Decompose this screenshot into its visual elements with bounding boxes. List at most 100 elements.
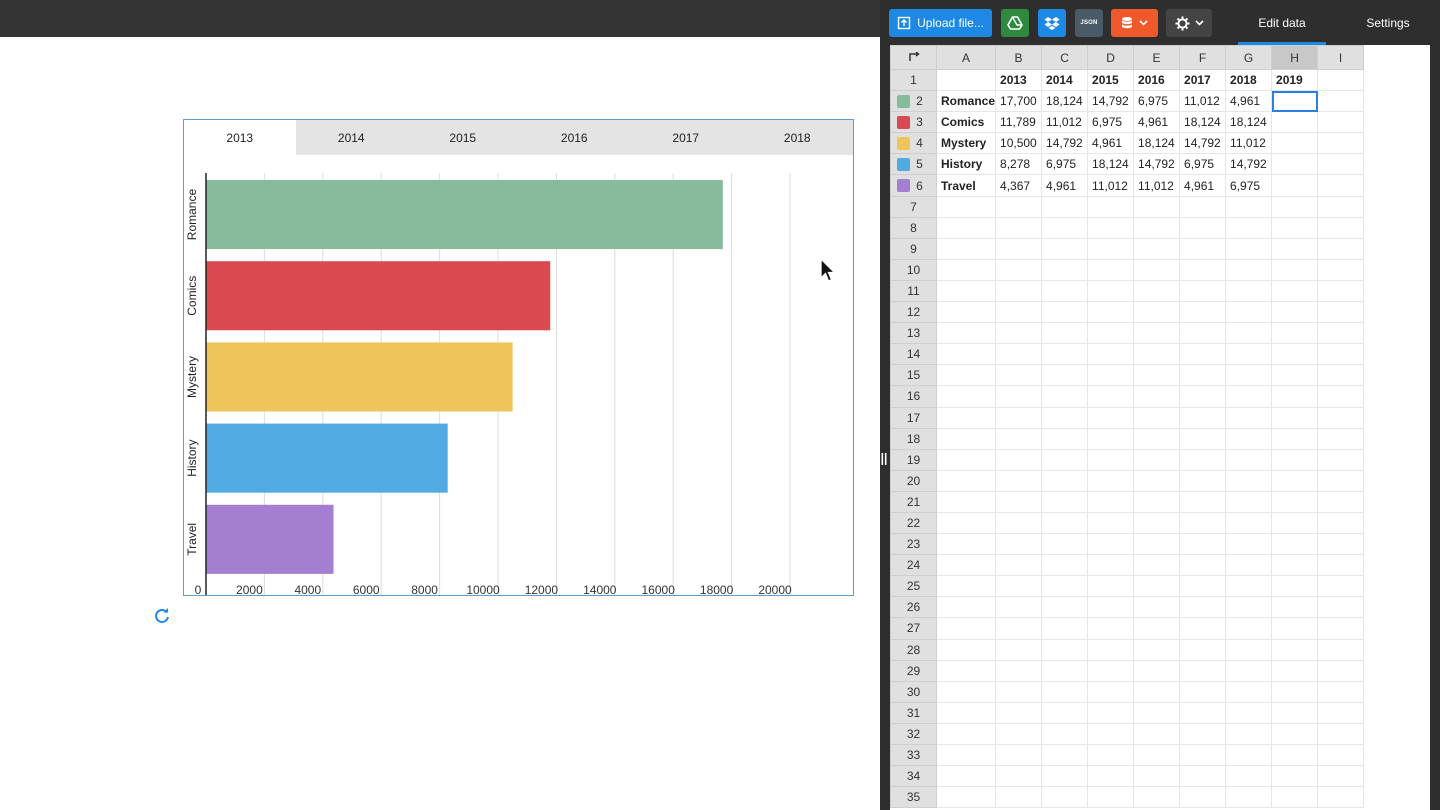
cell[interactable] (935, 743, 997, 767)
cell[interactable] (1087, 722, 1135, 746)
cell[interactable] (1271, 301, 1319, 324)
cell[interactable] (1179, 364, 1227, 387)
cell[interactable] (1133, 469, 1181, 492)
cell[interactable] (1179, 216, 1227, 239)
cell[interactable] (1317, 490, 1365, 513)
cell[interactable] (1317, 554, 1365, 577)
cell[interactable] (1225, 638, 1273, 661)
cell[interactable] (1179, 279, 1227, 303)
cell[interactable] (1225, 385, 1273, 408)
cell[interactable] (1179, 406, 1227, 429)
cell[interactable] (995, 533, 1043, 556)
cell[interactable] (1317, 427, 1365, 450)
cell[interactable] (1133, 406, 1181, 429)
column-header-e[interactable]: E (1133, 45, 1181, 70)
cell[interactable] (1087, 659, 1135, 682)
cell[interactable] (1133, 786, 1181, 809)
cell[interactable] (1087, 322, 1135, 345)
cell[interactable] (1087, 511, 1135, 535)
cell[interactable] (935, 786, 997, 809)
cell[interactable] (995, 237, 1043, 260)
cell[interactable] (995, 722, 1043, 746)
cell[interactable]: 11,012 (1225, 132, 1273, 155)
cell[interactable] (995, 617, 1043, 640)
cell[interactable] (1133, 427, 1181, 450)
cell[interactable] (1041, 596, 1089, 619)
cell[interactable] (1317, 90, 1365, 113)
cell[interactable] (1225, 743, 1273, 767)
cell[interactable] (1133, 195, 1181, 218)
cell[interactable] (1179, 258, 1227, 281)
cell[interactable] (1041, 659, 1089, 682)
cell[interactable] (1133, 533, 1181, 556)
cell[interactable] (935, 680, 997, 703)
tab-year-2013[interactable]: 2013 (184, 120, 296, 155)
cell[interactable] (1041, 743, 1089, 767)
cell[interactable] (1271, 427, 1319, 450)
cell[interactable]: 10,500 (995, 132, 1043, 155)
cell[interactable] (995, 786, 1043, 809)
row-number[interactable]: 1 (890, 68, 937, 92)
cell[interactable] (995, 406, 1043, 429)
cell[interactable]: Comics (935, 111, 997, 134)
cell[interactable] (1041, 680, 1089, 703)
cell[interactable] (1225, 448, 1273, 471)
cell[interactable] (1133, 279, 1181, 303)
cell[interactable] (1179, 554, 1227, 577)
cell[interactable]: 2015 (1087, 68, 1135, 92)
cell[interactable]: 8,278 (995, 153, 1043, 176)
cell[interactable] (1271, 322, 1319, 345)
cell[interactable] (1317, 216, 1365, 239)
cell[interactable] (1225, 427, 1273, 450)
cell[interactable] (995, 490, 1043, 513)
cell[interactable] (1133, 322, 1181, 345)
cell[interactable]: 4,961 (1087, 132, 1135, 155)
cell[interactable] (935, 596, 997, 619)
cell[interactable] (995, 258, 1043, 281)
cell[interactable] (995, 554, 1043, 577)
cell[interactable] (1225, 322, 1273, 345)
cell[interactable] (1317, 174, 1365, 197)
cell[interactable]: 2013 (995, 68, 1043, 92)
cell[interactable] (935, 195, 997, 218)
cell[interactable] (1271, 659, 1319, 682)
cell[interactable]: 6,975 (1087, 111, 1135, 134)
cell[interactable] (935, 533, 997, 556)
cell[interactable] (1041, 469, 1089, 492)
cell[interactable]: 4,961 (1041, 174, 1089, 197)
cell[interactable] (1271, 174, 1319, 197)
cell[interactable]: 4,961 (1133, 111, 1181, 134)
cell[interactable] (1271, 638, 1319, 661)
cell[interactable] (995, 216, 1043, 239)
cell[interactable] (995, 427, 1043, 450)
cell[interactable] (1041, 511, 1089, 535)
json-button[interactable]: JSON (1075, 9, 1103, 37)
cell[interactable] (1271, 596, 1319, 619)
panel-resize-handle-icon[interactable] (880, 452, 888, 466)
cell[interactable] (1225, 659, 1273, 682)
cell[interactable] (1133, 659, 1181, 682)
cell[interactable] (1317, 237, 1365, 260)
cell[interactable] (935, 343, 997, 366)
refresh-icon[interactable] (152, 606, 172, 626)
cell[interactable] (1271, 385, 1319, 408)
row-number[interactable]: 15 (890, 364, 937, 387)
cell[interactable] (1087, 617, 1135, 640)
cell[interactable] (935, 301, 997, 324)
cell[interactable] (1317, 765, 1365, 788)
cell[interactable] (1041, 448, 1089, 471)
cell[interactable] (1179, 490, 1227, 513)
cell[interactable] (1133, 680, 1181, 703)
cell[interactable] (935, 427, 997, 450)
cell[interactable] (1179, 659, 1227, 682)
tab-year-2015[interactable]: 2015 (449, 130, 477, 145)
cell[interactable] (1041, 301, 1089, 324)
cell[interactable] (1133, 596, 1181, 619)
cell[interactable] (1087, 448, 1135, 471)
cell[interactable]: Travel (935, 174, 997, 197)
cell[interactable]: 6,975 (1225, 174, 1273, 197)
cell[interactable] (1041, 786, 1089, 809)
column-header-g[interactable]: G (1225, 45, 1273, 70)
cell[interactable] (1225, 701, 1273, 724)
cell[interactable] (1041, 722, 1089, 746)
